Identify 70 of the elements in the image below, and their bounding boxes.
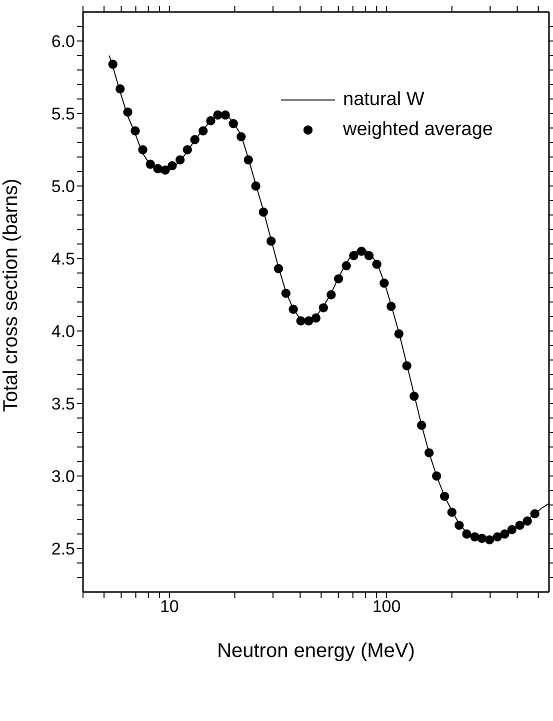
point bbox=[462, 529, 472, 539]
point bbox=[334, 274, 344, 284]
point bbox=[386, 302, 396, 311]
point bbox=[364, 251, 374, 260]
point bbox=[477, 534, 487, 543]
y-tick-label: 4.0 bbox=[51, 322, 75, 342]
y-tick-label: 5.5 bbox=[51, 104, 75, 124]
point bbox=[492, 532, 502, 542]
point bbox=[318, 303, 328, 312]
point bbox=[266, 236, 276, 246]
point bbox=[288, 304, 298, 314]
point bbox=[454, 520, 464, 530]
point bbox=[304, 316, 314, 326]
point bbox=[402, 361, 412, 370]
point bbox=[228, 119, 238, 128]
point bbox=[116, 84, 125, 94]
point bbox=[507, 525, 517, 534]
point bbox=[326, 290, 336, 300]
legend-label: weighted average bbox=[343, 118, 493, 142]
y-tick-label: 5.0 bbox=[51, 177, 75, 196]
point bbox=[432, 471, 442, 481]
point bbox=[515, 520, 524, 530]
y-tick-label: 3.5 bbox=[51, 394, 75, 414]
point bbox=[236, 132, 246, 142]
point bbox=[146, 160, 155, 169]
point bbox=[182, 145, 192, 154]
point bbox=[342, 261, 351, 270]
point bbox=[138, 145, 148, 154]
point bbox=[274, 264, 284, 274]
point bbox=[522, 516, 532, 526]
point bbox=[440, 492, 450, 501]
x-axis-title: Neutron energy (MeV) bbox=[217, 640, 415, 662]
point bbox=[424, 448, 434, 458]
y-tick-label: 4.5 bbox=[51, 250, 75, 269]
point bbox=[380, 278, 389, 288]
point bbox=[175, 155, 185, 164]
point bbox=[281, 288, 291, 298]
point bbox=[108, 60, 118, 69]
y-tick-label: 2.5 bbox=[51, 540, 75, 559]
y-axis-title: Total cross section (barns) bbox=[0, 178, 22, 412]
y-tick-label: 3.0 bbox=[51, 467, 75, 486]
point bbox=[447, 508, 457, 517]
point bbox=[349, 251, 358, 260]
point bbox=[258, 208, 268, 217]
x-tick-label: 100 bbox=[372, 597, 401, 616]
point bbox=[484, 535, 494, 544]
point bbox=[198, 126, 208, 136]
point bbox=[190, 135, 200, 144]
point bbox=[160, 165, 170, 175]
point bbox=[220, 110, 230, 120]
point bbox=[296, 316, 306, 326]
point bbox=[530, 509, 540, 518]
point bbox=[410, 392, 419, 401]
x-tick-label: 10 bbox=[160, 597, 179, 616]
point bbox=[153, 164, 162, 174]
point bbox=[123, 107, 132, 117]
point bbox=[244, 155, 253, 164]
point bbox=[168, 161, 177, 170]
point bbox=[372, 260, 382, 269]
point bbox=[394, 329, 404, 338]
point bbox=[206, 116, 216, 126]
point bbox=[500, 529, 510, 539]
point bbox=[213, 110, 222, 120]
point bbox=[416, 420, 426, 430]
legend-label: natural W bbox=[343, 88, 424, 112]
point bbox=[251, 181, 260, 191]
point bbox=[311, 313, 321, 323]
y-tick-label: 6.0 bbox=[51, 32, 75, 52]
point bbox=[356, 246, 366, 256]
point bbox=[130, 126, 140, 136]
